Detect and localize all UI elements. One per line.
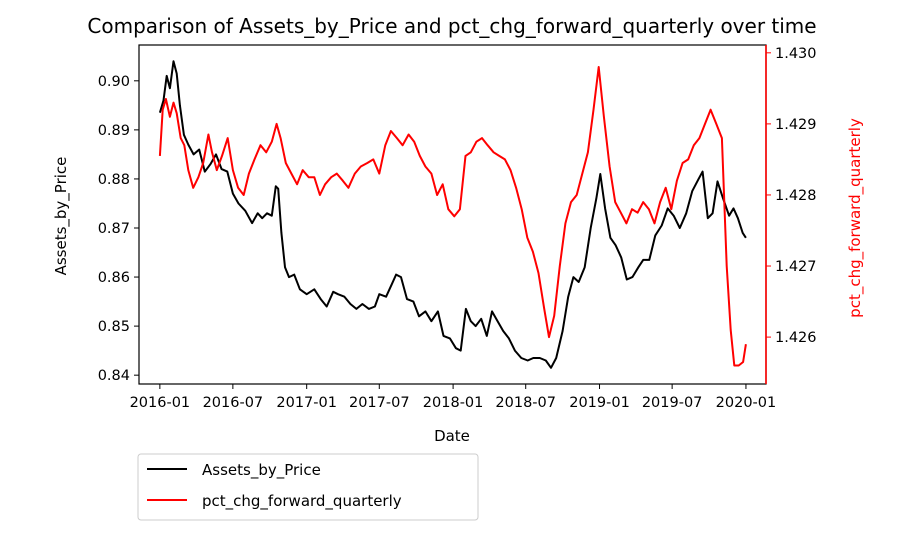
chart-title: Comparison of Assets_by_Price and pct_ch… bbox=[87, 14, 816, 38]
x-axis-label: Date bbox=[434, 427, 470, 445]
legend-frame bbox=[137, 453, 479, 521]
left-axis: 0.84 0.85 0.86 0.87 0.88 0.89 0.90 bbox=[98, 74, 139, 384]
right-tick-label: 1.429 bbox=[775, 117, 817, 133]
right-tick-label: 1.428 bbox=[775, 188, 817, 204]
series-layer bbox=[158, 60, 747, 369]
right-tick-label: 1.430 bbox=[775, 46, 817, 62]
legend: Assets_by_Price pct_chg_forward_quarterl… bbox=[137, 453, 479, 521]
left-tick-label: 0.88 bbox=[98, 172, 130, 188]
x-tick-label: 2019-07 bbox=[642, 395, 703, 411]
x-tick-label: 2020-01 bbox=[716, 395, 777, 411]
left-tick-label: 0.89 bbox=[98, 123, 130, 139]
left-tick-label: 0.84 bbox=[98, 368, 130, 384]
left-tick-label: 0.90 bbox=[98, 74, 130, 90]
x-tick-label: 2019-01 bbox=[569, 395, 630, 411]
y-axis-label-right: pct_chg_forward_quarterly bbox=[846, 118, 865, 318]
left-tick-label: 0.85 bbox=[98, 319, 130, 335]
legend-label-assets: Assets_by_Price bbox=[202, 461, 321, 480]
x-tick-label: 2017-07 bbox=[349, 395, 410, 411]
right-axis: 1.426 1.427 1.428 1.429 1.430 bbox=[766, 46, 817, 346]
left-tick-label: 0.86 bbox=[98, 270, 130, 286]
right-tick-label: 1.426 bbox=[775, 330, 817, 346]
left-tick-label: 0.87 bbox=[98, 221, 130, 237]
x-tick-label: 2017-01 bbox=[276, 395, 337, 411]
x-axis: 2016-01 2016-07 2017-01 2017-07 2018-01 2018-… bbox=[130, 384, 777, 411]
y-axis-label-left: Assets_by_Price bbox=[52, 157, 71, 276]
x-tick-label: 2016-01 bbox=[130, 395, 191, 411]
plot-area: 0.840.850.860.870.880.890.90 1.4261.4271… bbox=[98, 44, 817, 411]
legend-label-pct: pct_chg_forward_quarterly bbox=[202, 492, 402, 511]
series-line-assets-by-price bbox=[158, 60, 747, 369]
right-tick-label: 1.427 bbox=[775, 259, 817, 275]
series-line-pct-chg-forward-quarterly bbox=[158, 66, 747, 367]
x-tick-label: 2018-07 bbox=[495, 395, 556, 411]
x-tick-label: 2018-01 bbox=[423, 395, 484, 411]
x-tick-label: 2016-07 bbox=[203, 395, 264, 411]
